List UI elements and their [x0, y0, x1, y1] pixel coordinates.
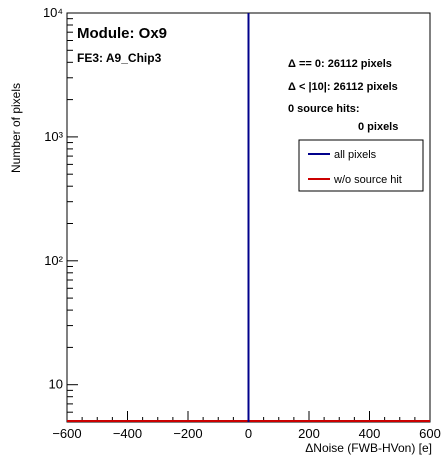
y-tick-label: 10² — [44, 253, 63, 268]
y-axis-ticks: 10 10² 10³ 10⁴ — [43, 5, 78, 423]
x-axis-ticks: −600 −400 −200 0 200 400 600 — [52, 411, 441, 441]
x-tick-label: −200 — [173, 426, 202, 441]
y-axis-title: Number of pixels — [9, 83, 23, 173]
x-axis-title: ΔNoise (FWB-HVon) [e] — [305, 441, 432, 455]
legend: all pixels w/o source hit — [298, 139, 424, 192]
legend-label-all-pixels: all pixels — [334, 149, 377, 161]
series-layer — [67, 13, 430, 422]
annotation-delta-lt10: Δ < |10|: 26112 pixels — [288, 81, 398, 93]
annotation-source-hits: 0 source hits: — [288, 103, 360, 115]
x-tick-label: 0 — [245, 426, 252, 441]
annotation-source-pixels: 0 pixels — [358, 121, 398, 133]
x-tick-label: 200 — [298, 426, 320, 441]
annotation-delta-zero: Δ == 0: 26112 pixels — [288, 58, 392, 70]
y-tick-label: 10³ — [44, 129, 63, 144]
legend-box — [298, 139, 424, 192]
x-tick-label: 400 — [359, 426, 381, 441]
x-tick-label: 600 — [419, 426, 441, 441]
chart-title: Module: Ox9 — [77, 25, 167, 42]
legend-label-without-source-hit: w/o source hit — [333, 174, 402, 186]
x-tick-label: −400 — [113, 426, 142, 441]
chart-subtitle: FE3: A9_Chip3 — [77, 51, 162, 65]
y-tick-label: 10 — [49, 377, 63, 392]
x-tick-label: −600 — [52, 426, 81, 441]
y-tick-label: 10⁴ — [43, 5, 63, 20]
